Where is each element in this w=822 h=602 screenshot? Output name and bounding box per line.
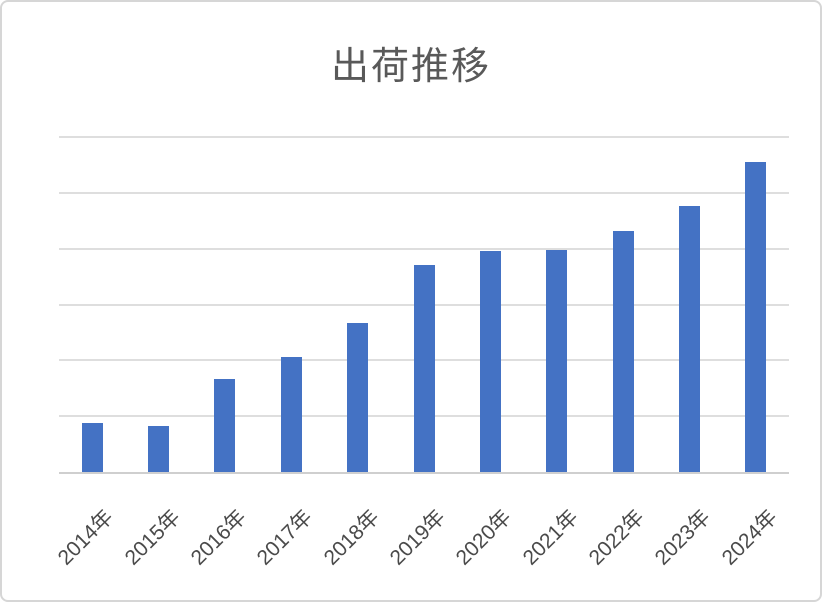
bar-2014年 [81,423,103,472]
bar-2020年 [479,250,501,472]
bar-2019年 [413,265,435,472]
gridline [59,247,789,250]
bar-2018年 [347,323,369,472]
bar-2015年 [148,426,170,472]
bar-2016年 [214,378,236,472]
bar-2024年 [745,161,767,472]
gridline [59,136,789,138]
bar-2022年 [612,231,634,472]
plot-area: 2014年 2015年 2016年 2017年 2018年 2019年 2020年 2021年… [54,136,789,570]
bar-2017年 [280,356,302,472]
bar-2023年 [678,206,700,472]
bar-2021年 [546,250,568,472]
gridline [59,191,789,194]
chart-title: 出荷推移 [330,46,491,88]
